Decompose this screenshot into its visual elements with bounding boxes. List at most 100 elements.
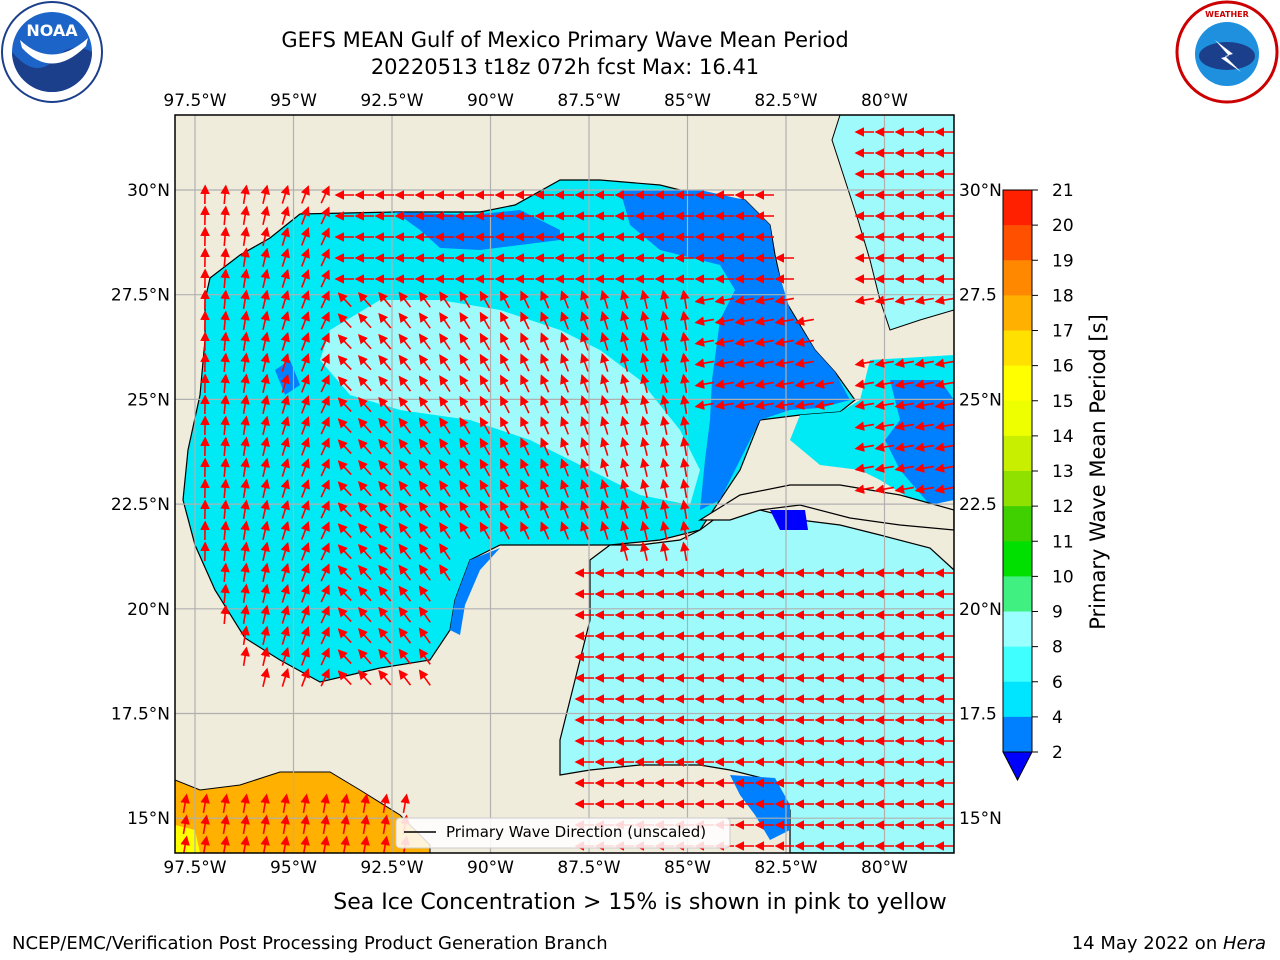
wave-arrow: [337, 649, 352, 665]
wave-arrow: [260, 604, 270, 624]
wave-arrow: [220, 310, 230, 331]
wave-arrow: [580, 374, 590, 393]
wave-arrow: [660, 352, 670, 372]
wave-arrow: [357, 481, 372, 497]
wave-arrow: [240, 625, 250, 646]
colorbar-tick-label: 12: [1052, 497, 1074, 517]
wave-arrow: [398, 480, 412, 497]
wave-arrow: [479, 290, 491, 309]
colorbar-segment: [1003, 576, 1032, 612]
wave-arrow: [280, 415, 290, 435]
chart-title: GEFS MEAN Gulf of Mexico Primary Wave Me…: [281, 28, 849, 52]
wave-arrow: [620, 415, 630, 435]
wave-arrow: [300, 793, 310, 814]
chart-subtitle: 20220513 t18z 072h fcst Max: 16.41: [370, 55, 760, 79]
wave-arrow: [240, 562, 250, 583]
wave-arrow: [540, 353, 550, 372]
wave-arrow: [200, 793, 210, 814]
wave-arrow: [680, 331, 690, 352]
wave-arrow: [600, 499, 610, 519]
wave-arrow: [320, 332, 330, 351]
wave-arrow: [337, 544, 352, 560]
wave-arrow: [260, 268, 270, 288]
wave-arrow: [660, 541, 670, 561]
wave-arrow: [418, 522, 431, 539]
wave-arrow: [220, 394, 230, 415]
wave-arrow: [260, 499, 270, 519]
nws-logo: WEATHER: [1175, 0, 1280, 105]
wave-arrow: [520, 290, 530, 309]
lat-tick-left: 17.5°N: [111, 705, 170, 725]
wave-arrow: [220, 541, 230, 562]
wave-arrow: [320, 353, 330, 372]
colorbar-tick-label: 11: [1052, 532, 1074, 552]
lon-tick-top: 85°W: [664, 91, 711, 111]
wave-arrow: [337, 607, 352, 623]
wave-arrow: [320, 395, 330, 414]
wave-arrow: [220, 436, 230, 457]
wave-arrow: [620, 520, 630, 540]
colorbar-tick-label: 14: [1052, 427, 1074, 447]
wave-arrow: [380, 835, 390, 853]
wave-arrow: [459, 332, 471, 351]
wave-arrow: [360, 793, 370, 814]
colorbar-segment: [1003, 681, 1032, 718]
wave-arrow: [754, 295, 775, 305]
wave-arrow: [260, 331, 270, 351]
wave-arrow: [220, 562, 230, 583]
wave-arrow: [260, 394, 270, 414]
wave-arrow: [240, 436, 250, 457]
wave-arrow: [240, 604, 250, 625]
wave-arrow: [814, 379, 835, 389]
wave-arrow: [640, 415, 650, 435]
lon-tick-top: 97.5°W: [163, 91, 226, 111]
wave-arrow: [260, 436, 270, 456]
lat-tick-left: 22.5°N: [111, 495, 170, 515]
wave-arrow: [680, 457, 690, 478]
wave-arrow: [280, 793, 290, 814]
wave-arrow: [260, 373, 270, 393]
colorbar-segment: [1003, 260, 1032, 296]
wave-arrow: [398, 585, 412, 602]
wave-arrow: [479, 395, 491, 414]
colorbar-tick-label: 4: [1052, 708, 1063, 728]
wave-arrow: [240, 499, 250, 520]
wave-arrow: [814, 400, 835, 410]
wave-arrow: [240, 835, 250, 853]
wave-arrow: [418, 585, 431, 602]
wave-arrow: [540, 374, 550, 393]
wave-arrow: [240, 814, 250, 835]
wave-arrow: [320, 248, 330, 267]
wave-arrow: [240, 415, 250, 436]
wave-arrow: [459, 395, 471, 414]
wave-arrow: [439, 459, 451, 476]
colorbar-tick-label: 10: [1052, 567, 1074, 587]
wave-arrow: [300, 458, 310, 477]
wave-arrow: [260, 583, 270, 603]
lat-tick-right: 20°N: [959, 600, 1002, 620]
lon-tick-top: 87.5°W: [557, 91, 620, 111]
wave-arrow: [694, 379, 715, 389]
wave-arrow: [894, 400, 915, 410]
wave-arrow: [240, 478, 250, 499]
wave-arrow: [754, 358, 775, 368]
pacific-warm-swell: [175, 771, 431, 853]
wave-arrow: [640, 541, 650, 561]
wave-arrow: [640, 499, 650, 519]
wave-arrow: [439, 312, 451, 329]
wave-arrow: [398, 291, 412, 308]
wave-arrow: [357, 397, 372, 413]
wave-arrow: [620, 352, 630, 372]
wave-arrow: [914, 484, 935, 494]
wave-arrow: [439, 543, 451, 560]
wave-arrow: [200, 814, 210, 835]
wave-arrow: [378, 627, 392, 644]
wave-arrow: [220, 268, 230, 289]
wave-arrow: [280, 352, 290, 372]
wave-arrow: [220, 583, 230, 604]
wave-arrow: [280, 499, 290, 519]
wave-arrow: [934, 400, 954, 410]
wave-arrow: [540, 500, 550, 519]
wave-arrow: [479, 332, 491, 351]
